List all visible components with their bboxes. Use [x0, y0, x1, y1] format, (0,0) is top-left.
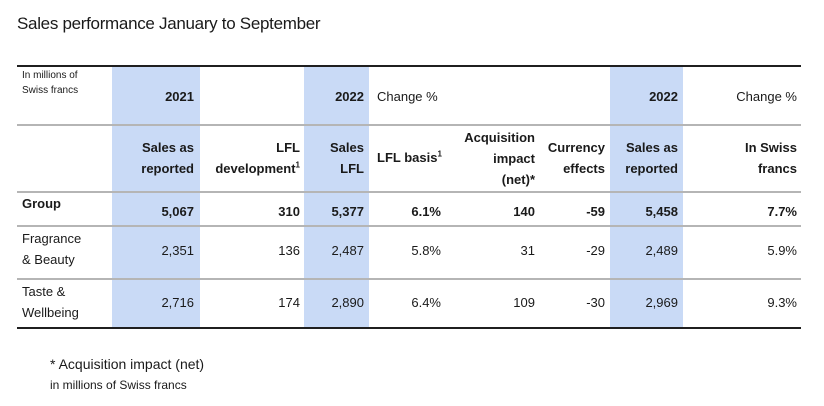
subheader-sales-lfl: Sales LFL: [304, 137, 364, 179]
row-divider: [17, 278, 801, 280]
cell-sales-reported-2022: 5,458: [645, 204, 678, 219]
subheader-text: Sales as: [625, 140, 678, 155]
cell-lfl-basis-pct: 5.8%: [411, 243, 441, 258]
subheader-text: In Swiss: [744, 140, 797, 155]
row-label: Taste & Wellbeing: [22, 281, 79, 323]
cell-currency-effects: -29: [586, 243, 605, 258]
subheader-text: reported: [141, 161, 194, 176]
row-label: Group: [22, 193, 61, 214]
cell-change-chf-pct: 7.7%: [767, 204, 797, 219]
cell-sales-lfl-2022: 5,377: [331, 204, 364, 219]
highlight-2022-lfl-column: [304, 65, 369, 329]
cell-sales-reported-2022: 2,969: [645, 295, 678, 310]
unit-label-line2: Swiss francs: [22, 85, 79, 96]
footnote-unit: in millions of Swiss francs: [50, 378, 187, 392]
subheader-text: francs: [757, 161, 797, 176]
table-top-rule: [17, 65, 801, 67]
subheader-text: Sales as: [141, 140, 194, 155]
cell-acquisition-impact: 31: [520, 243, 535, 258]
unit-label: In millions of Swiss francs: [22, 68, 78, 98]
subheader-sales-as-reported-2021: Sales as reported: [112, 137, 194, 179]
header-2022-lfl: 2022: [335, 89, 364, 104]
header-change-chf: Change %: [736, 89, 797, 104]
header-divider: [17, 124, 801, 126]
cell-acquisition-impact: 109: [513, 295, 535, 310]
cell-lfl-basis-pct: 6.1%: [411, 204, 441, 219]
subheader-in-swiss-francs: In Swiss francs: [697, 137, 797, 179]
cell-lfl-development: 174: [278, 295, 300, 310]
subheader-text: Currency: [547, 140, 605, 155]
subheader-sales-as-reported-2022: Sales as reported: [610, 137, 678, 179]
highlight-2021-column: [112, 65, 200, 329]
subheader-text: (net)*: [501, 172, 535, 187]
subheader-text: LFL basis: [377, 150, 438, 165]
subheader-text: impact: [493, 151, 535, 166]
subheader-divider: [17, 191, 801, 193]
cell-change-chf-pct: 5.9%: [767, 243, 797, 258]
highlight-2022-reported-column: [610, 65, 683, 329]
subheader-acquisition-impact: Acquisition impact (net)*: [447, 127, 535, 190]
footnote-marker: 1: [295, 160, 300, 170]
cell-sales-lfl-2022: 2,890: [331, 295, 364, 310]
row-label-line: Taste &: [22, 284, 66, 299]
cell-acquisition-impact: 140: [513, 204, 535, 219]
subheader-text: LFL: [276, 140, 300, 155]
cell-change-chf-pct: 9.3%: [767, 295, 797, 310]
cell-sales-reported-2021: 2,351: [161, 243, 194, 258]
page-title: Sales performance January to September: [17, 14, 321, 33]
header-2021: 2021: [165, 89, 194, 104]
cell-currency-effects: -59: [586, 204, 605, 219]
subheader-currency-effects: Currency effects: [539, 137, 605, 179]
footnote-marker: 1: [437, 149, 442, 159]
row-label-line: & Beauty: [22, 252, 75, 267]
header-change-lfl: Change %: [377, 89, 438, 104]
cell-lfl-development: 310: [278, 204, 300, 219]
cell-currency-effects: -30: [586, 295, 605, 310]
unit-label-line1: In millions of: [22, 70, 78, 81]
subheader-text: Sales: [330, 140, 364, 155]
subheader-lfl-basis: LFL basis1: [377, 147, 442, 168]
cell-sales-reported-2022: 2,489: [645, 243, 678, 258]
subheader-text: Acquisition: [464, 130, 535, 145]
row-divider: [17, 225, 801, 227]
footnote-acquisition: * Acquisition impact (net): [50, 356, 205, 372]
table-bottom-rule: [17, 327, 801, 329]
subheader-text: reported: [625, 161, 678, 176]
row-label-line: Group: [22, 196, 61, 211]
row-label-line: Fragrance: [22, 231, 82, 246]
sales-table: In millions of Swiss francs 2021 2022 Ch…: [17, 65, 801, 329]
subheader-lfl-development: LFL development1: [202, 137, 300, 179]
cell-lfl-basis-pct: 6.4%: [411, 295, 441, 310]
row-label-line: Wellbeing: [22, 305, 79, 320]
subheader-text: effects: [563, 161, 605, 176]
header-2022-reported: 2022: [649, 89, 678, 104]
cell-sales-reported-2021: 5,067: [161, 204, 194, 219]
cell-sales-reported-2021: 2,716: [161, 295, 194, 310]
subheader-text: LFL: [340, 161, 364, 176]
row-label: Fragrance & Beauty: [22, 228, 81, 270]
cell-lfl-development: 136: [278, 243, 300, 258]
subheader-text: development: [215, 161, 296, 176]
cell-sales-lfl-2022: 2,487: [331, 243, 364, 258]
